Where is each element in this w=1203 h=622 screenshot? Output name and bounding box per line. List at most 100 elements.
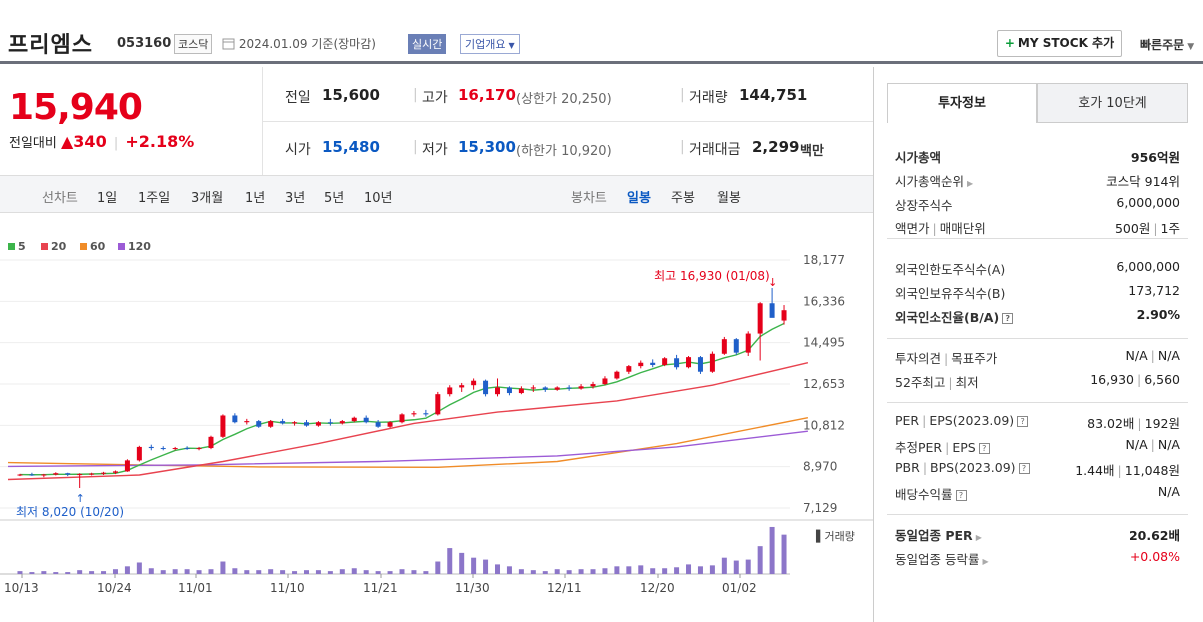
candle <box>220 415 226 437</box>
period-3y[interactable]: 3년 <box>285 191 306 206</box>
price-chart[interactable]: 18,177 16,336 14,495 12,653 10,812 8,970 7,129… <box>0 250 873 622</box>
help-icon[interactable]: ? <box>978 443 990 454</box>
volume-bar <box>662 568 668 574</box>
candle <box>363 417 369 423</box>
candle-monthly[interactable]: 월봉 <box>717 191 741 206</box>
invest-row-label-group: 52주최고 | 최저 <box>895 375 979 390</box>
volume-bar <box>674 567 680 574</box>
value-primary: 6,000,000 <box>1116 259 1180 274</box>
y-tick-label: 16,336 <box>803 294 845 308</box>
invest-row-value: 6,000,000 <box>1116 259 1180 274</box>
period-1y[interactable]: 1년 <box>245 191 266 206</box>
volume-bar <box>733 560 739 574</box>
invest-row-label-group: 시가총액 <box>895 147 941 166</box>
volume-bar <box>196 570 202 574</box>
candle <box>542 387 548 390</box>
invest-row-label2: EPS(2023.09) <box>929 413 1015 428</box>
invest-row-value: 20.62배 <box>1129 525 1180 544</box>
chevron-right-icon: ▶ <box>975 533 982 542</box>
invest-row-value: +0.08% <box>1130 549 1180 564</box>
my-stock-button[interactable]: + MY STOCK 추가 <box>997 30 1122 57</box>
period-1d[interactable]: 1일 <box>97 191 118 206</box>
legend-ma20: 20 <box>41 240 66 253</box>
invest-row: 외국인소진율(B/A)? 2.90% <box>895 307 1180 327</box>
volume-bar <box>709 565 715 574</box>
candle <box>148 446 154 449</box>
candle <box>17 474 23 476</box>
tab-invest-info[interactable]: 투자정보 <box>887 83 1037 123</box>
invest-row-label[interactable]: 동일업종 등락률 <box>895 552 980 567</box>
invest-row-label2: EPS <box>952 440 976 455</box>
x-tick-label: 10/13 <box>4 581 39 595</box>
tab-orderbook[interactable]: 호가 10단계 <box>1037 83 1188 123</box>
invest-row-label-group: 외국인한도주식수(A) <box>895 259 1005 278</box>
price-change: 전일대비 ▲340 | +2.18% <box>9 132 195 151</box>
invest-row-label: 액면가 <box>895 221 930 236</box>
volume-bar <box>721 557 727 574</box>
candle <box>697 357 703 372</box>
period-1w[interactable]: 1주일 <box>138 191 171 206</box>
invest-row-label[interactable]: 동일업종 PER <box>895 528 973 543</box>
invest-row-label: 투자의견 <box>895 351 942 366</box>
chevron-right-icon: ▶ <box>967 179 974 188</box>
candle <box>41 474 47 476</box>
invest-row: 시가총액 956억원 <box>895 147 1180 167</box>
help-icon[interactable]: ? <box>955 490 967 501</box>
help-icon[interactable]: ? <box>1018 463 1030 474</box>
candle <box>399 414 405 423</box>
invest-row-label: 외국인보유주식수(B) <box>895 286 1006 301</box>
chevron-down-icon: ▼ <box>508 41 515 50</box>
line-chart-label: 선차트 <box>42 191 78 206</box>
prev-close: 15,600 <box>322 86 380 104</box>
help-icon[interactable]: ? <box>1017 416 1029 427</box>
invest-row-label-group: 상장주식수 <box>895 195 953 214</box>
value-primary: 20.62배 <box>1128 528 1180 543</box>
volume-bar <box>554 569 560 574</box>
candle <box>387 422 393 427</box>
candle <box>280 421 286 424</box>
volume-bar <box>244 570 250 574</box>
volume-bar <box>518 569 524 574</box>
volume-bar <box>650 568 656 574</box>
value-primary: 16,930 <box>1090 372 1134 387</box>
invest-row-label-group: 배당수익률? <box>895 484 967 503</box>
candle <box>315 422 321 426</box>
candle <box>733 339 739 353</box>
invest-row-value: 956억원 <box>1131 147 1180 166</box>
period-3m[interactable]: 3개월 <box>191 191 224 206</box>
help-icon[interactable]: ? <box>1002 313 1014 324</box>
candle <box>89 473 95 475</box>
candle <box>590 384 596 387</box>
invest-row-label: PER <box>895 413 920 428</box>
period-5y[interactable]: 5년 <box>324 191 345 206</box>
candle <box>506 387 512 394</box>
volume-bar <box>590 569 596 574</box>
invest-row: 외국인한도주식수(A) 6,000,000 <box>895 259 1180 279</box>
invest-row-label[interactable]: 시가총액순위 <box>895 174 965 189</box>
period-10y[interactable]: 10년 <box>364 191 393 206</box>
volume-bar <box>375 571 381 574</box>
invest-row: PBR | BPS(2023.09)? 1.44배 | 11,048원 <box>895 460 1180 480</box>
value-primary: N/A <box>1125 348 1148 363</box>
invest-row-value: 500원 | 1주 <box>1114 221 1180 236</box>
candle <box>327 422 333 424</box>
quick-order-button[interactable]: 빠른주문 ▼ <box>1140 36 1194 53</box>
prev-label: 전일 <box>285 90 311 106</box>
candle <box>495 387 501 395</box>
value-primary: 1.44배 <box>1075 463 1115 478</box>
volume-bar <box>280 570 286 574</box>
volume-bar <box>124 566 130 574</box>
volume-value: 144,751 <box>739 86 808 104</box>
invest-row-label2: BPS(2023.09) <box>930 460 1016 475</box>
up-arrow-icon: ▲ <box>60 132 74 151</box>
date-info: 2024.01.09 기준(장마감) <box>222 35 376 52</box>
invest-row-value: 1.44배 | 11,048원 <box>1075 463 1180 478</box>
candle-daily[interactable]: 일봉 <box>627 191 651 206</box>
ma20-line <box>7 362 809 481</box>
candle <box>351 417 357 422</box>
realtime-button[interactable]: 실시간 <box>408 34 447 54</box>
candle-weekly[interactable]: 주봉 <box>671 191 695 206</box>
invest-row-value: 83.02배 | 192원 <box>1087 416 1180 431</box>
volume-bar <box>89 571 95 574</box>
corp-info-dropdown[interactable]: 기업개요 ▼ <box>460 34 520 54</box>
